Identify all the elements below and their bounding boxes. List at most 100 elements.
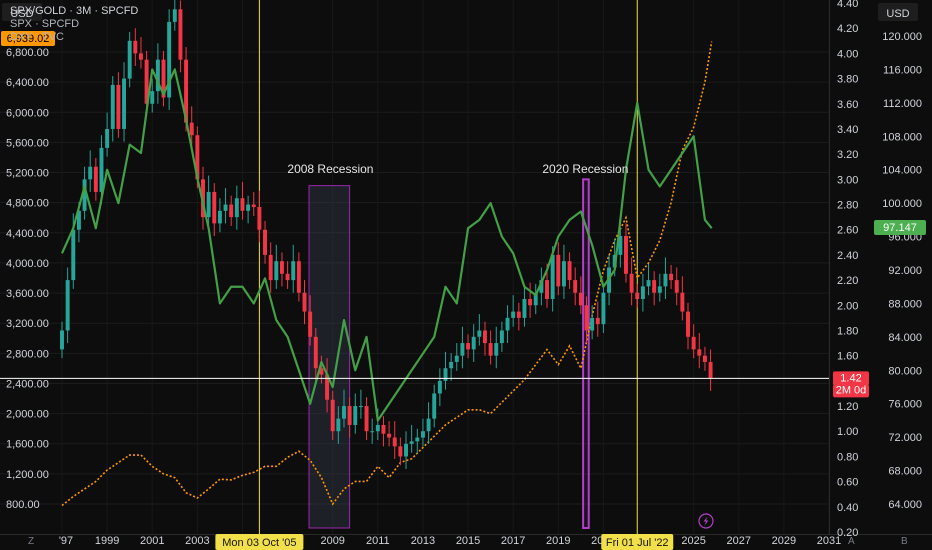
- candle: [691, 324, 696, 359]
- candle: [443, 351, 448, 390]
- lightning-icon: [698, 513, 714, 529]
- candle-body: [623, 236, 628, 274]
- candle: [155, 43, 160, 104]
- candle: [623, 223, 628, 283]
- candle-body: [601, 292, 606, 325]
- left-tick-label: 6,000.00: [6, 107, 49, 119]
- candle: [511, 295, 516, 327]
- candle: [708, 349, 713, 391]
- candle-body: [533, 292, 538, 306]
- candle-body: [336, 418, 341, 432]
- dxy-tick-label: 72.000: [888, 432, 922, 444]
- x-tick-label: 2015: [456, 535, 480, 547]
- candle-body: [471, 336, 476, 350]
- candle-body: [437, 380, 442, 394]
- candle: [263, 220, 268, 264]
- candle-body: [116, 84, 121, 129]
- candle-body: [127, 40, 132, 79]
- candle: [550, 246, 555, 312]
- candle-body: [392, 437, 397, 447]
- candle-body: [240, 198, 245, 211]
- candle: [178, 0, 183, 73]
- candle-body: [443, 368, 448, 381]
- left-tick-label: 6,400.00: [6, 77, 49, 89]
- spx-current-label: 6,939.02: [1, 31, 55, 46]
- candle: [268, 242, 273, 293]
- candle-body: [251, 204, 256, 208]
- ratio-tick-label: 2.00: [837, 300, 858, 312]
- candle-body: [528, 298, 533, 306]
- candle: [353, 393, 358, 434]
- candle: [415, 428, 420, 454]
- candle-body: [494, 343, 499, 356]
- candle-body: [674, 280, 679, 293]
- candle-body: [76, 210, 81, 230]
- candle-body: [635, 292, 640, 299]
- ratio-tick-label: 3.80: [837, 74, 858, 86]
- candle: [578, 276, 583, 315]
- candle: [105, 112, 110, 157]
- candle: [595, 301, 600, 337]
- ratio-tick-label: 4.40: [837, 0, 858, 10]
- candle: [590, 305, 595, 340]
- x-tick-label: 2019: [546, 535, 570, 547]
- legend-spx[interactable]: SPX · SPCFD: [10, 18, 80, 30]
- candle-body: [257, 207, 262, 230]
- candle-body: [229, 204, 234, 218]
- candle: [234, 185, 239, 230]
- candle: [347, 397, 352, 438]
- candle-body: [172, 9, 177, 22]
- candle-body: [223, 204, 228, 211]
- dxy-tick-label: 64.000: [888, 499, 922, 511]
- candle: [189, 106, 194, 148]
- dxy-tick-label: 76.000: [888, 399, 922, 411]
- candle-body: [640, 286, 645, 299]
- dxy-current-label-bg: [874, 220, 926, 235]
- candle-body: [516, 311, 521, 318]
- candle-body: [296, 261, 301, 293]
- candle-body: [590, 317, 595, 331]
- candle: [99, 135, 104, 205]
- lightning-icon-bolt: [703, 516, 709, 526]
- left-tick-label: 1,600.00: [6, 439, 49, 451]
- crosshair-date-label-1-bg: [215, 534, 304, 550]
- candle: [65, 267, 70, 344]
- candle-body: [556, 254, 561, 287]
- candle: [138, 37, 143, 69]
- candle-body: [511, 311, 516, 318]
- legend-dxy[interactable]: DXY · TVC: [10, 31, 64, 43]
- dxy-series-line: [60, 68, 713, 422]
- candle: [93, 157, 98, 201]
- ratio-tick-label: 0.40: [837, 502, 858, 514]
- legend-ratio[interactable]: SPX/GOLD · 3M · SPCFD: [10, 5, 139, 17]
- ratio-tick-label: 0.20: [837, 527, 858, 539]
- candle-body: [217, 210, 222, 224]
- candle-body: [353, 406, 358, 425]
- candle: [528, 282, 533, 318]
- candle-body: [432, 393, 437, 419]
- candle: [669, 264, 674, 289]
- ratio-tick-label: 1.20: [837, 401, 858, 413]
- candle-body: [483, 330, 487, 344]
- candle: [291, 244, 296, 293]
- candle-body: [595, 317, 600, 325]
- candle-body: [302, 292, 307, 312]
- candle: [302, 280, 307, 325]
- ratio-tick-label: 3.20: [837, 149, 858, 161]
- candle-body: [358, 406, 363, 408]
- candle: [161, 50, 166, 107]
- candle: [274, 244, 279, 289]
- candle: [212, 183, 217, 237]
- left-tick-label: 4,400.00: [6, 228, 49, 240]
- left-tick-label: 3,200.00: [6, 318, 49, 330]
- x-tick-label: 2027: [727, 535, 751, 547]
- candle-body: [71, 229, 76, 281]
- candle: [285, 261, 290, 289]
- candle: [426, 402, 431, 444]
- candle: [657, 273, 662, 302]
- left-usd-label: USD: [2, 3, 42, 21]
- candle-body: [691, 336, 696, 350]
- left-tick-label: 2,000.00: [6, 409, 49, 421]
- dxy-tick-label: 92.000: [888, 265, 922, 277]
